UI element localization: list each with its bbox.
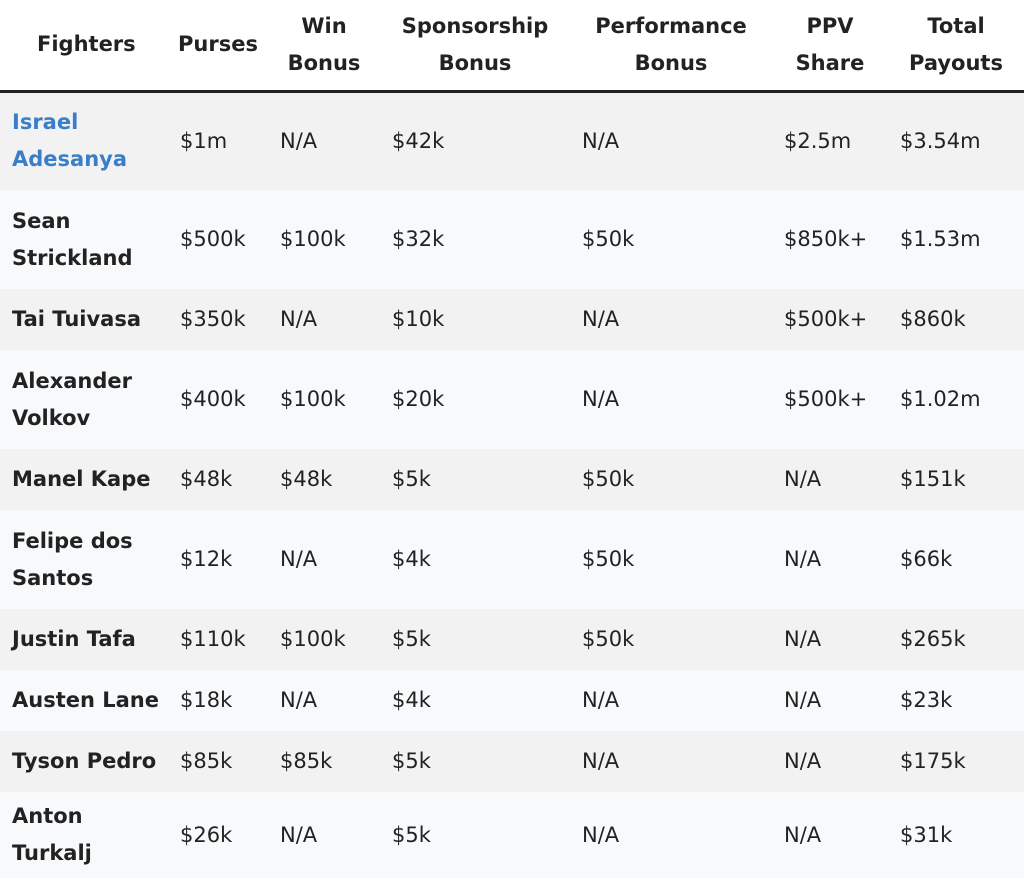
total-cell: $151k [900,467,966,491]
win-bonus-cell: $100k [280,227,346,251]
ppv-cell: $850k+ [784,227,868,251]
table-row: Manel Kape $48k $48k $5k $50k N/A $151k [0,449,1024,510]
fighter-name: Austen Lane [12,688,159,712]
table-row: Anton Turkalj $26k N/A $5k N/A N/A $31k [0,792,1024,878]
total-cell: $1.02m [900,387,981,411]
purse-cell: $85k [180,749,233,773]
purse-cell: $1m [180,128,228,153]
total-cell: $1.53m [900,227,981,251]
performance-cell: N/A [582,749,620,773]
table-row: Alexander Volkov $400k $100k $20k N/A $50… [0,350,1024,449]
header-fighters: Fighters [37,32,136,57]
win-bonus-cell: $85k [280,749,333,773]
purse-cell: $18k [180,688,233,712]
performance-cell: N/A [582,307,620,331]
header-win-bonus: Win Bonus [287,13,361,75]
performance-cell: $50k [582,547,635,571]
ppv-cell: N/A [784,467,822,491]
performance-cell: N/A [582,688,620,712]
table-row: Sean Strickland $500k $100k $32k $50k $85… [0,190,1024,289]
win-bonus-cell: $48k [280,467,333,491]
fighter-name: Anton Turkalj [12,804,92,865]
header-row: Fighters Purses Win Bonus Sponsorship Bonu… [0,0,1024,91]
total-cell: $265k [900,627,966,651]
performance-cell: $50k [582,627,635,651]
fighter-name: Tyson Pedro [12,749,157,773]
header-ppv-share: PPV Share [795,13,865,75]
performance-cell: N/A [582,822,620,847]
header-sponsorship-bonus: Sponsorship Bonus [401,13,549,75]
ppv-cell: $500k+ [784,307,868,331]
sponsorship-cell: $4k [392,547,431,571]
sponsorship-cell: $4k [392,688,431,712]
fighter-name: Manel Kape [12,467,151,491]
fighter-name: Justin Tafa [12,627,136,651]
sponsorship-cell: $32k [392,227,445,251]
header-total-payouts: Total Payouts [909,13,1003,75]
sponsorship-cell: $5k [392,627,431,651]
sponsorship-cell: $42k [392,128,445,153]
total-cell: $23k [900,688,953,712]
fighter-link[interactable]: Israel Adesanya [12,110,128,172]
ppv-cell: $2.5m [784,128,852,153]
header-performance-bonus: Performance Bonus [595,13,747,75]
sponsorship-cell: $20k [392,387,445,411]
ppv-cell: N/A [784,688,822,712]
table-row: Tyson Pedro $85k $85k $5k N/A N/A $175k [0,731,1024,792]
table-row: Israel Adesanya $1m N/A $42k N/A $2.5m $3… [0,91,1024,190]
purse-cell: $48k [180,467,233,491]
fighter-name[interactable]: Israel Adesanya [0,91,168,190]
sponsorship-cell: $5k [392,749,431,773]
sponsorship-cell: $10k [392,307,445,331]
total-cell: $860k [900,307,966,331]
performance-cell: N/A [582,387,620,411]
header-purses: Purses [178,32,258,57]
win-bonus-cell: $100k [280,627,346,651]
win-bonus-cell: N/A [280,822,318,847]
performance-cell: $50k [582,467,635,491]
table-body: Israel Adesanya $1m N/A $42k N/A $2.5m $3… [0,91,1024,878]
sponsorship-cell: $5k [392,822,431,847]
table-row: Justin Tafa $110k $100k $5k $50k N/A $26… [0,609,1024,670]
purse-cell: $12k [180,547,233,571]
performance-cell: $50k [582,227,635,251]
total-cell: $66k [900,547,953,571]
table-row: Austen Lane $18k N/A $4k N/A N/A $23k [0,670,1024,731]
win-bonus-cell: N/A [280,547,318,571]
win-bonus-cell: N/A [280,307,318,331]
fighter-name: Tai Tuivasa [12,307,141,331]
fighter-name: Alexander Volkov [12,368,132,430]
table-row: Felipe dos Santos $12k N/A $4k $50k N/A $… [0,510,1024,609]
win-bonus-cell: N/A [280,688,318,712]
purse-cell: $350k [180,307,246,331]
sponsorship-cell: $5k [392,467,431,491]
win-bonus-cell: N/A [280,128,318,153]
ppv-cell: N/A [784,547,822,571]
purse-cell: $400k [180,387,246,411]
table-header: Fighters Purses Win Bonus Sponsorship Bonu… [0,0,1024,91]
table-row: Tai Tuivasa $350k N/A $10k N/A $500k+ $8… [0,289,1024,350]
total-cell: $31k [900,822,953,847]
ppv-cell: N/A [784,749,822,773]
fighter-name: Felipe dos Santos [12,528,133,590]
total-cell: $175k [900,749,966,773]
fighter-name: Sean Strickland [12,208,133,270]
purse-cell: $500k [180,227,246,251]
ppv-cell: N/A [784,822,822,847]
total-cell: $3.54m [900,128,981,153]
win-bonus-cell: $100k [280,387,346,411]
ppv-cell: $500k+ [784,387,868,411]
purse-cell: $26k [180,822,233,847]
performance-cell: N/A [582,128,620,153]
purse-cell: $110k [180,627,246,651]
ppv-cell: N/A [784,627,822,651]
